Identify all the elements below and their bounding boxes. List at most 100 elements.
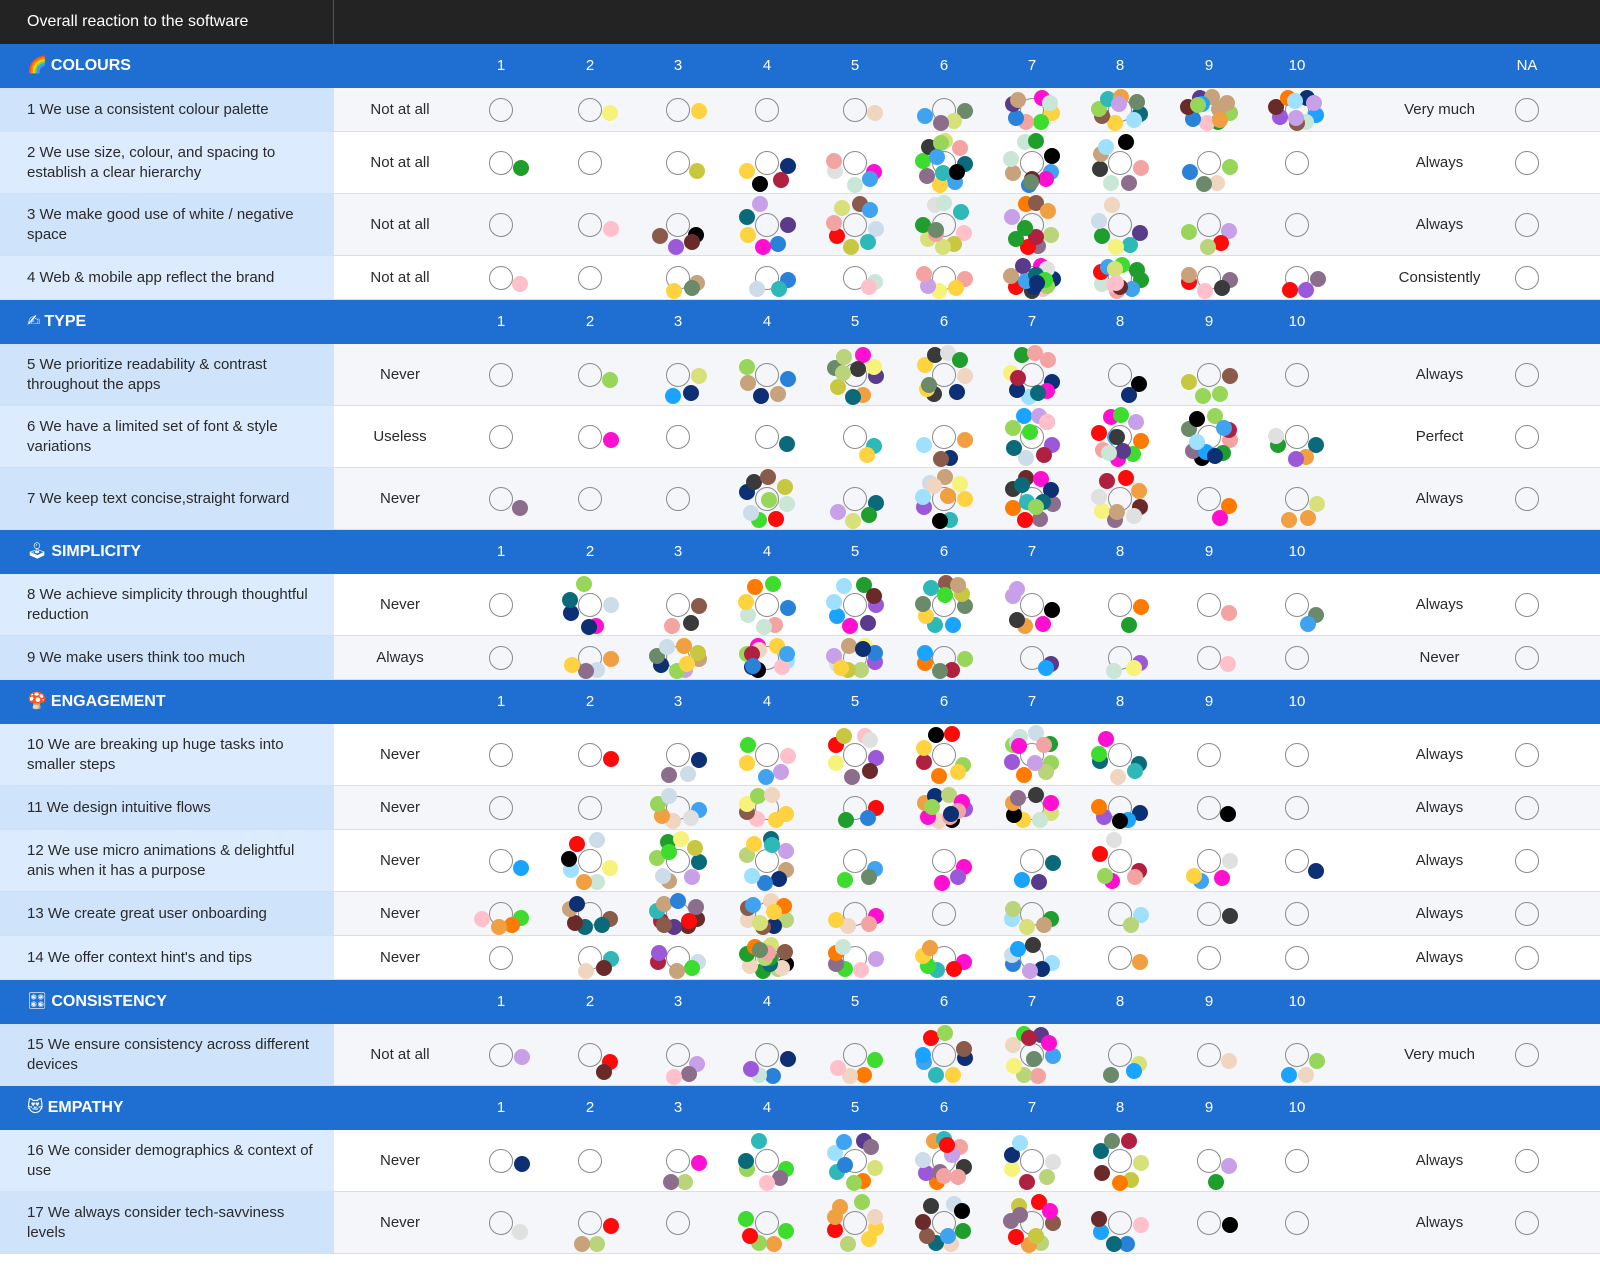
rating-radio-8[interactable] — [1108, 1210, 1132, 1235]
rating-radio-7[interactable] — [1020, 1148, 1044, 1173]
rating-radio-2[interactable] — [578, 424, 602, 449]
rating-radio-3[interactable] — [666, 97, 690, 122]
rating-radio-2[interactable] — [578, 1210, 602, 1235]
rating-radio-5[interactable] — [843, 212, 867, 237]
rating-radio-na[interactable] — [1515, 362, 1539, 387]
rating-radio-6[interactable] — [932, 901, 956, 926]
rating-radio-4[interactable] — [755, 1148, 779, 1173]
rating-radio-na[interactable] — [1515, 97, 1539, 122]
rating-radio-10[interactable] — [1285, 848, 1309, 873]
rating-radio-10[interactable] — [1285, 901, 1309, 926]
rating-radio-3[interactable] — [666, 424, 690, 449]
rating-radio-7[interactable] — [1020, 848, 1044, 873]
rating-radio-2[interactable] — [578, 742, 602, 767]
rating-radio-8[interactable] — [1108, 742, 1132, 767]
rating-radio-10[interactable] — [1285, 645, 1309, 670]
rating-radio-9[interactable] — [1197, 212, 1221, 237]
rating-radio-3[interactable] — [666, 848, 690, 873]
rating-radio-1[interactable] — [489, 265, 513, 290]
rating-radio-5[interactable] — [843, 1210, 867, 1235]
rating-radio-10[interactable] — [1285, 1210, 1309, 1235]
rating-radio-2[interactable] — [578, 150, 602, 175]
rating-radio-6[interactable] — [932, 742, 956, 767]
rating-radio-2[interactable] — [578, 97, 602, 122]
rating-radio-10[interactable] — [1285, 424, 1309, 449]
rating-radio-8[interactable] — [1108, 362, 1132, 387]
rating-radio-10[interactable] — [1285, 1148, 1309, 1173]
rating-radio-9[interactable] — [1197, 795, 1221, 820]
rating-radio-10[interactable] — [1285, 592, 1309, 617]
rating-radio-na[interactable] — [1515, 1148, 1539, 1173]
rating-radio-na[interactable] — [1515, 265, 1539, 290]
rating-radio-4[interactable] — [755, 742, 779, 767]
rating-radio-na[interactable] — [1515, 848, 1539, 873]
rating-radio-1[interactable] — [489, 1210, 513, 1235]
rating-radio-na[interactable] — [1515, 486, 1539, 511]
rating-radio-3[interactable] — [666, 150, 690, 175]
rating-radio-8[interactable] — [1108, 1148, 1132, 1173]
rating-radio-3[interactable] — [666, 1042, 690, 1067]
rating-radio-na[interactable] — [1515, 424, 1539, 449]
rating-radio-5[interactable] — [843, 97, 867, 122]
rating-radio-9[interactable] — [1197, 486, 1221, 511]
rating-radio-na[interactable] — [1515, 1210, 1539, 1235]
rating-radio-4[interactable] — [755, 592, 779, 617]
rating-radio-9[interactable] — [1197, 362, 1221, 387]
rating-radio-2[interactable] — [578, 212, 602, 237]
rating-radio-4[interactable] — [755, 1210, 779, 1235]
rating-radio-5[interactable] — [843, 848, 867, 873]
rating-radio-1[interactable] — [489, 424, 513, 449]
rating-radio-5[interactable] — [843, 150, 867, 175]
rating-radio-1[interactable] — [489, 742, 513, 767]
rating-radio-1[interactable] — [489, 486, 513, 511]
rating-radio-10[interactable] — [1285, 1042, 1309, 1067]
rating-radio-4[interactable] — [755, 212, 779, 237]
rating-radio-1[interactable] — [489, 150, 513, 175]
rating-radio-4[interactable] — [755, 486, 779, 511]
rating-radio-2[interactable] — [578, 592, 602, 617]
rating-radio-na[interactable] — [1515, 150, 1539, 175]
rating-radio-4[interactable] — [755, 265, 779, 290]
rating-radio-2[interactable] — [578, 1148, 602, 1173]
rating-radio-4[interactable] — [755, 424, 779, 449]
rating-radio-9[interactable] — [1197, 645, 1221, 670]
rating-radio-8[interactable] — [1108, 901, 1132, 926]
rating-radio-6[interactable] — [932, 362, 956, 387]
rating-radio-na[interactable] — [1515, 645, 1539, 670]
rating-radio-5[interactable] — [843, 424, 867, 449]
rating-radio-2[interactable] — [578, 486, 602, 511]
rating-radio-na[interactable] — [1515, 212, 1539, 237]
rating-radio-3[interactable] — [666, 362, 690, 387]
rating-radio-10[interactable] — [1285, 945, 1309, 970]
rating-radio-9[interactable] — [1197, 1042, 1221, 1067]
rating-radio-9[interactable] — [1197, 592, 1221, 617]
rating-radio-1[interactable] — [489, 848, 513, 873]
rating-radio-1[interactable] — [489, 212, 513, 237]
rating-radio-5[interactable] — [843, 1042, 867, 1067]
rating-radio-4[interactable] — [755, 1042, 779, 1067]
rating-radio-2[interactable] — [578, 848, 602, 873]
rating-radio-10[interactable] — [1285, 795, 1309, 820]
rating-radio-5[interactable] — [843, 592, 867, 617]
rating-radio-7[interactable] — [1020, 645, 1044, 670]
rating-radio-na[interactable] — [1515, 945, 1539, 970]
rating-radio-1[interactable] — [489, 97, 513, 122]
rating-radio-5[interactable] — [843, 265, 867, 290]
rating-radio-4[interactable] — [755, 362, 779, 387]
rating-radio-8[interactable] — [1108, 212, 1132, 237]
rating-radio-6[interactable] — [932, 848, 956, 873]
rating-radio-na[interactable] — [1515, 795, 1539, 820]
rating-radio-9[interactable] — [1197, 1210, 1221, 1235]
rating-radio-2[interactable] — [578, 795, 602, 820]
rating-radio-8[interactable] — [1108, 150, 1132, 175]
rating-radio-1[interactable] — [489, 795, 513, 820]
rating-radio-na[interactable] — [1515, 742, 1539, 767]
rating-radio-10[interactable] — [1285, 486, 1309, 511]
rating-radio-8[interactable] — [1108, 1042, 1132, 1067]
rating-radio-1[interactable] — [489, 1148, 513, 1173]
rating-radio-5[interactable] — [843, 486, 867, 511]
rating-radio-10[interactable] — [1285, 742, 1309, 767]
rating-radio-10[interactable] — [1285, 150, 1309, 175]
rating-radio-2[interactable] — [578, 1042, 602, 1067]
rating-radio-3[interactable] — [666, 1210, 690, 1235]
